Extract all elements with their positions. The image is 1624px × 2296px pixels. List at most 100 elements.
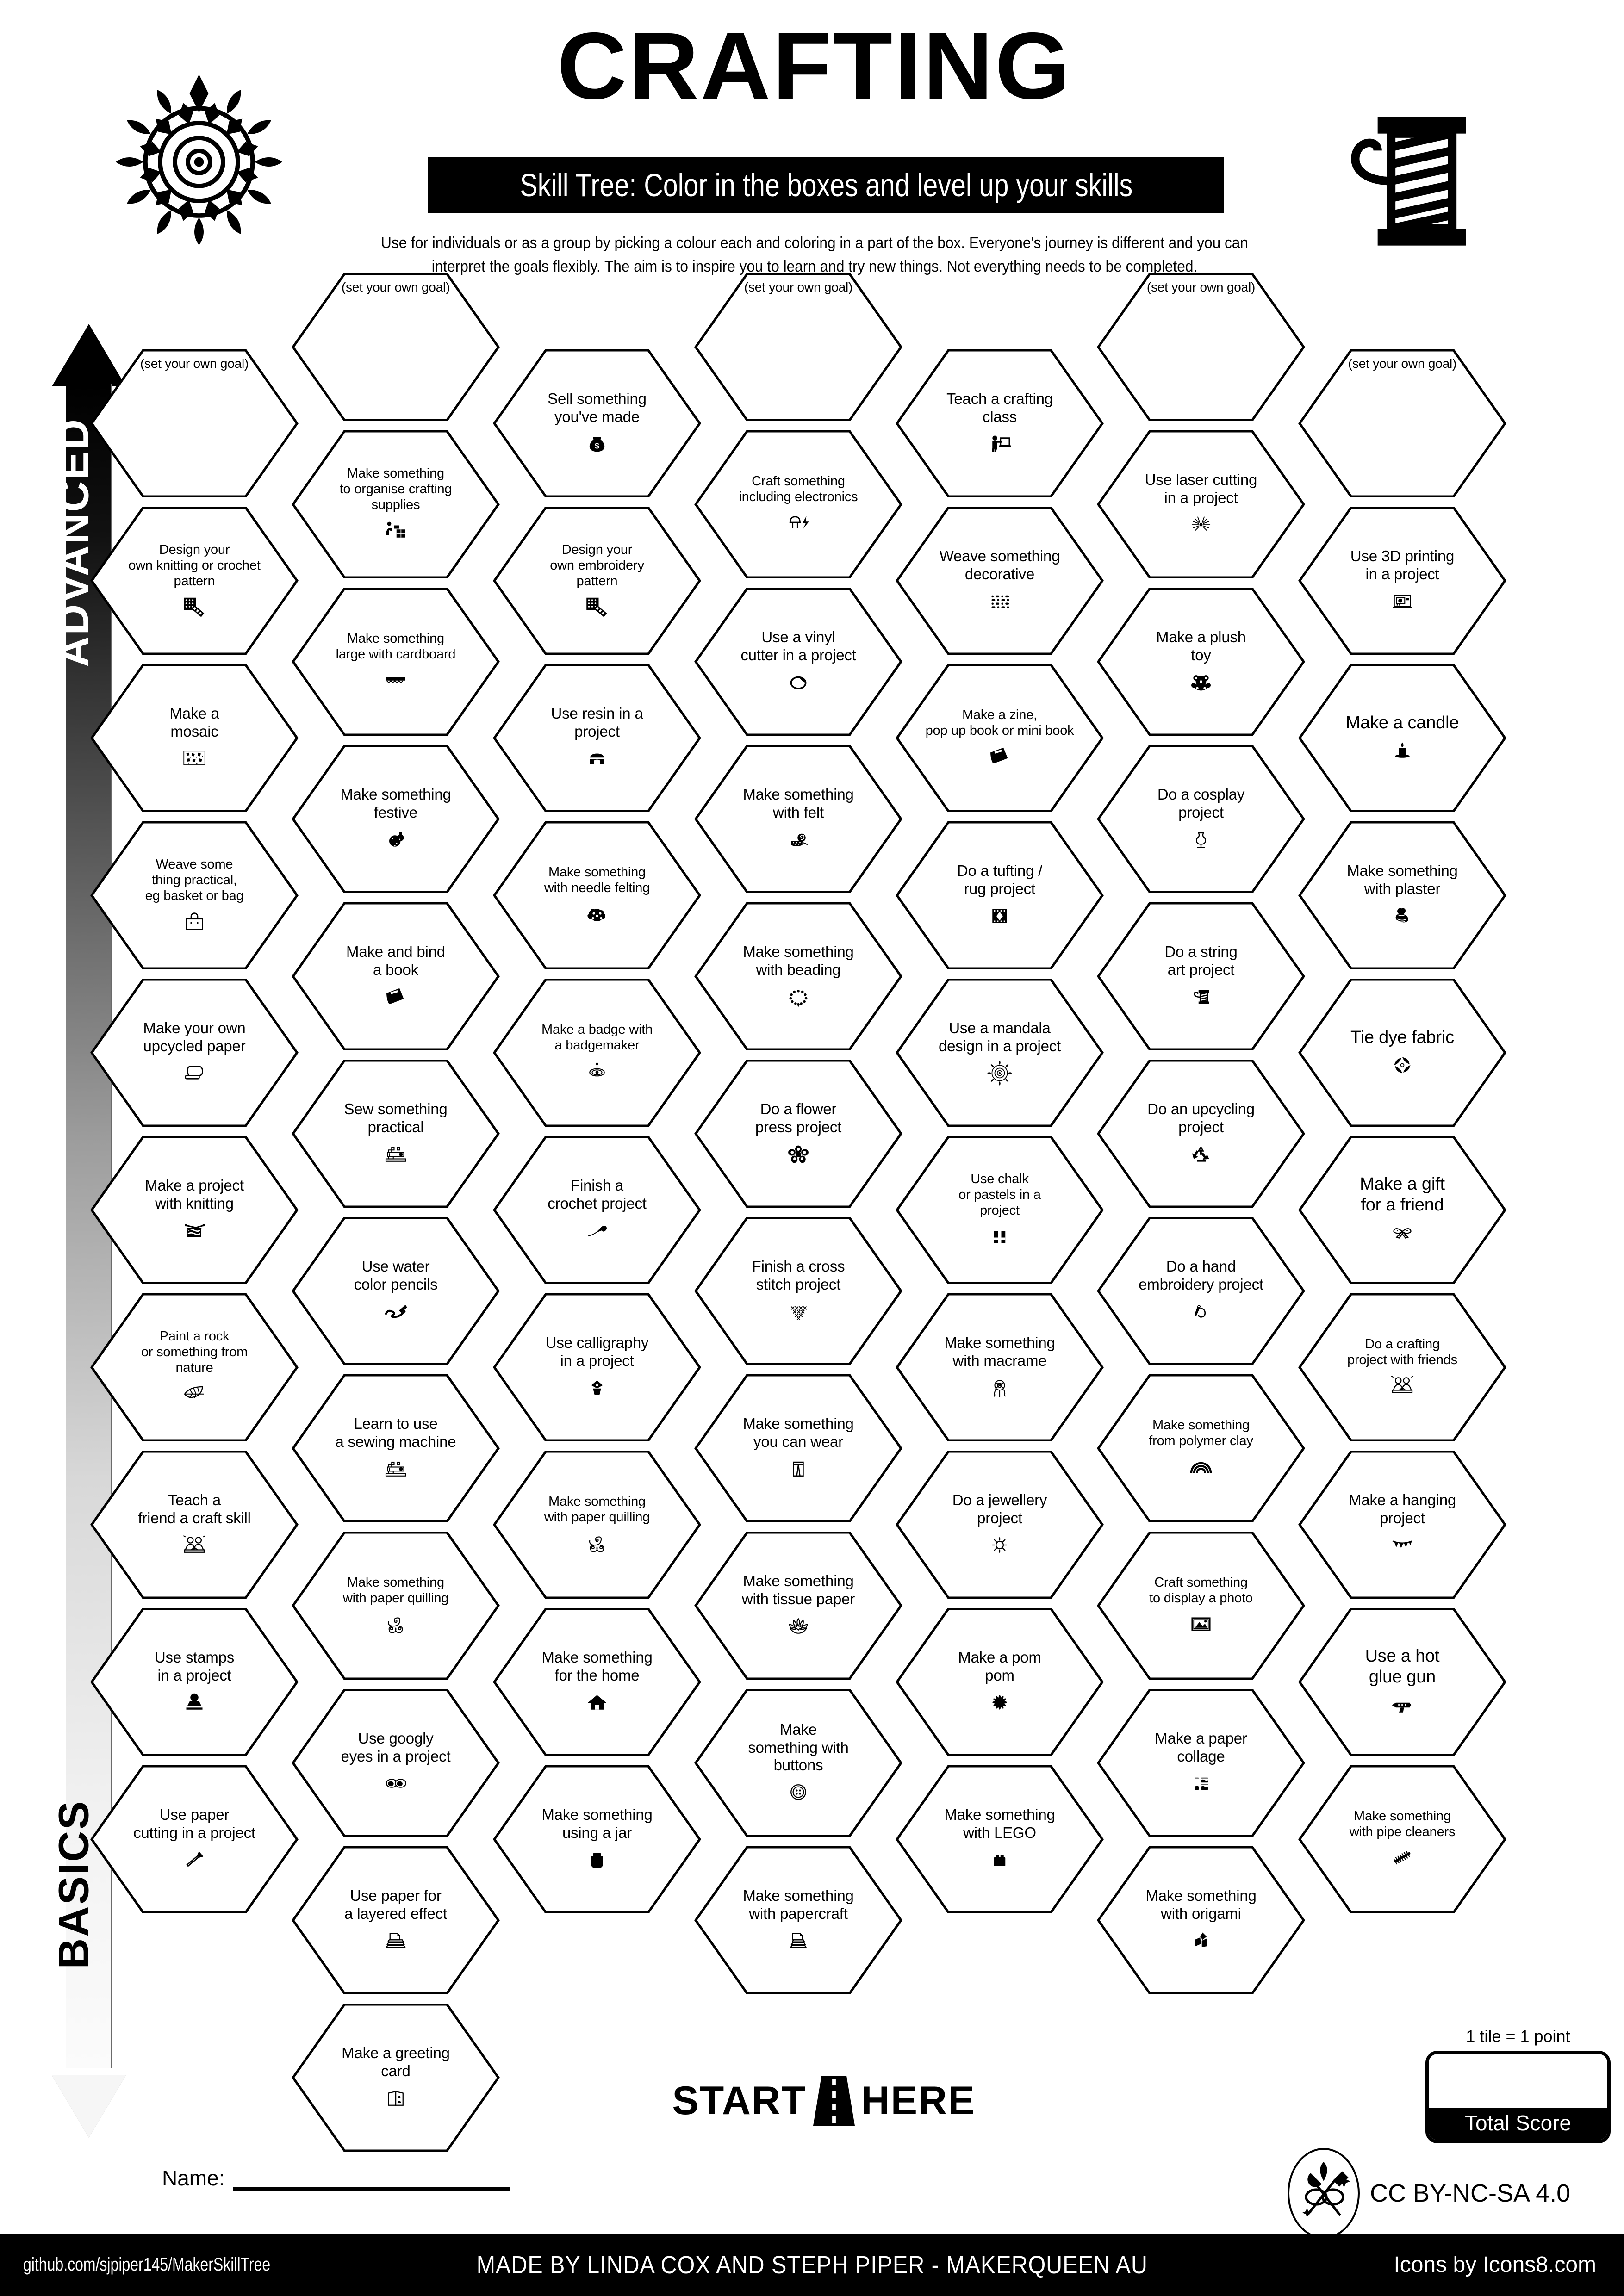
skill-tile[interactable]: Weave some thing practical, eg basket or b…: [90, 821, 299, 969]
skill-tile[interactable]: Use a hot glue gun: [1298, 1608, 1506, 1756]
skill-tile[interactable]: Do a hand embroidery project: [1097, 1217, 1305, 1365]
skill-tile[interactable]: Tie dye fabric: [1298, 979, 1506, 1127]
skill-tile[interactable]: Make a zine, pop up book or mini book: [896, 664, 1104, 812]
skill-tile[interactable]: (set your own goal): [1097, 273, 1305, 421]
skill-tile-label: Do a jewellery project: [952, 1491, 1047, 1527]
skill-tile[interactable]: Make something with beading: [694, 902, 902, 1050]
skill-tile[interactable]: Make something for the home: [493, 1608, 701, 1756]
tiedye-icon: [1387, 1052, 1418, 1078]
skill-tile[interactable]: Use water color pencils: [292, 1217, 500, 1365]
skill-tile[interactable]: Make a gift for a friend: [1298, 1136, 1506, 1284]
skill-tile[interactable]: (set your own goal): [292, 273, 500, 421]
skill-tile[interactable]: Make a plush toy: [1097, 588, 1305, 736]
skill-tile-label: Make something you can wear: [743, 1415, 854, 1450]
macrame-icon: [984, 1375, 1015, 1401]
footer-repo-link[interactable]: github.com/sjpiper145/MakerSkillTree: [23, 2254, 271, 2275]
skill-tile[interactable]: Make something with buttons: [694, 1689, 902, 1837]
two-people-icon: [179, 1532, 210, 1558]
book-icon: [984, 743, 1015, 769]
skill-tile[interactable]: Do a string art project: [1097, 902, 1305, 1050]
skill-tile[interactable]: Do a flower press project: [694, 1060, 902, 1208]
skill-tile[interactable]: Make something with paper quilling: [493, 1451, 701, 1599]
skill-tile[interactable]: Use calligraphy in a project: [493, 1293, 701, 1441]
skill-tile[interactable]: Make something using a jar: [493, 1765, 701, 1913]
skill-tile[interactable]: Use paper cutting in a project: [90, 1765, 299, 1913]
skill-tile[interactable]: Make something you can wear: [694, 1374, 902, 1522]
skill-tile[interactable]: Use laser cutting in a project: [1097, 430, 1305, 578]
skill-tile[interactable]: Teach a friend a craft skill: [90, 1451, 299, 1599]
skill-tile[interactable]: Make something festive: [292, 745, 500, 893]
skill-tile[interactable]: Do a tufting / rug project: [896, 821, 1104, 969]
skill-tile[interactable]: Sew something practical: [292, 1060, 500, 1208]
skill-tile[interactable]: Make something with macrame: [896, 1293, 1104, 1441]
skill-tile[interactable]: (set your own goal): [694, 273, 902, 421]
skill-tile[interactable]: Make something from polymer clay: [1097, 1374, 1305, 1522]
skill-tile[interactable]: Make something with tissue paper: [694, 1532, 902, 1680]
skill-tile[interactable]: Make and bind a book: [292, 902, 500, 1050]
skill-tile[interactable]: Make something with plaster: [1298, 821, 1506, 969]
skill-tile[interactable]: Use resin in a project: [493, 664, 701, 812]
skill-tile[interactable]: Use stamps in a project: [90, 1608, 299, 1756]
skill-tile[interactable]: Weave something decorative: [896, 507, 1104, 655]
skill-tile[interactable]: Paint a rock or something from nature: [90, 1293, 299, 1441]
skill-tile[interactable]: Craft something including electronics: [694, 430, 902, 578]
skill-tile[interactable]: Make a mosaic: [90, 664, 299, 812]
skill-tile[interactable]: Use paper for a layered effect: [292, 1846, 500, 1994]
skill-tile[interactable]: Use a mandala design in a project: [896, 979, 1104, 1127]
total-score-input[interactable]: [1429, 2054, 1607, 2108]
skill-tile[interactable]: Design your own embroidery pattern: [493, 507, 701, 655]
hexagon-outline: [1298, 821, 1506, 969]
skill-tile[interactable]: Finish a crochet project: [493, 1136, 701, 1284]
skill-tile[interactable]: Make a greeting card: [292, 2004, 500, 2152]
skill-tile-label: Make something for the home: [541, 1649, 653, 1684]
skill-tile[interactable]: Design your own knitting or crochet patter…: [90, 507, 299, 655]
skill-tile[interactable]: Use a vinyl cutter in a project: [694, 588, 902, 736]
skill-tile[interactable]: (set your own goal): [90, 349, 299, 497]
skill-tile[interactable]: (set your own goal): [1298, 349, 1506, 497]
skill-tile[interactable]: Do an upcycling project: [1097, 1060, 1305, 1208]
skill-tile[interactable]: Make a candle: [1298, 664, 1506, 812]
skill-tile[interactable]: Make a paper collage: [1097, 1689, 1305, 1837]
skill-tile[interactable]: Use chalk or pastels in a project: [896, 1136, 1104, 1284]
skill-tile[interactable]: Make something with pipe cleaners: [1298, 1765, 1506, 1913]
skill-tile[interactable]: Make something with origami: [1097, 1846, 1305, 1994]
skill-tile[interactable]: Make something with LEGO: [896, 1765, 1104, 1913]
skill-tile[interactable]: Make something with needle felting: [493, 821, 701, 969]
skill-tile[interactable]: Make a badge with a badgemaker: [493, 979, 701, 1127]
subtitle-text: Skill Tree: Color in the boxes and level…: [519, 167, 1133, 203]
skill-tile[interactable]: Craft something to display a photo: [1097, 1532, 1305, 1680]
mosaic-icon: [179, 745, 210, 771]
skill-tile-content: Make something to organise crafting suppli…: [315, 465, 477, 544]
skill-tile[interactable]: Make something to organise crafting suppli…: [292, 430, 500, 578]
skill-tile[interactable]: Sell something you've made $: [493, 349, 701, 497]
skill-tile[interactable]: Do a cosplay project: [1097, 745, 1305, 893]
skill-tile[interactable]: Use 3D printing in a project: [1298, 507, 1506, 655]
skill-tile-content: Use calligraphy in a project: [516, 1334, 678, 1401]
skill-tile[interactable]: Make a project with knitting: [90, 1136, 299, 1284]
skill-tile-label: Use calligraphy in a project: [545, 1334, 649, 1369]
total-score-box[interactable]: Total Score: [1425, 2051, 1611, 2143]
skill-tile-content: Make a pom pom: [919, 1649, 1081, 1715]
skill-tile[interactable]: Use googly eyes in a project: [292, 1689, 500, 1837]
skill-tile[interactable]: Make something with paper quilling: [292, 1532, 500, 1680]
greeting-card-icon: [380, 2085, 411, 2111]
book-icon: [380, 984, 411, 1010]
skill-tile[interactable]: Make your own upcycled paper: [90, 979, 299, 1127]
beads-icon: [783, 984, 814, 1010]
skill-tile-label: Make something large with cardboard: [336, 631, 456, 662]
skill-tile-label: Use resin in a project: [551, 705, 643, 740]
skill-tile[interactable]: Make something with papercraft: [694, 1846, 902, 1994]
skill-tile[interactable]: Learn to use a sewing machine: [292, 1374, 500, 1522]
name-input[interactable]: [233, 2186, 511, 2191]
skill-tile[interactable]: Make something with felt: [694, 745, 902, 893]
skill-tile-label: Make something with tissue paper: [741, 1572, 855, 1607]
hexagon-outline: [292, 745, 500, 893]
skill-tile-label: Do an upcycling project: [1147, 1100, 1255, 1136]
skill-tile[interactable]: Finish a cross stitch project: [694, 1217, 902, 1365]
skill-tile[interactable]: Do a jewellery project: [896, 1451, 1104, 1599]
skill-tile[interactable]: Make a pom pom: [896, 1608, 1104, 1756]
skill-tile[interactable]: Teach a crafting class: [896, 349, 1104, 497]
skill-tile[interactable]: Do a crafting project with friends: [1298, 1293, 1506, 1441]
skill-tile[interactable]: Make something large with cardboard: [292, 588, 500, 736]
skill-tile[interactable]: Make a hanging project: [1298, 1451, 1506, 1599]
